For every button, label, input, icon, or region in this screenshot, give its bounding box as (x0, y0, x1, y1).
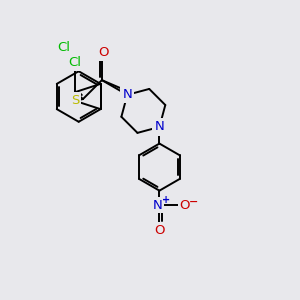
Text: −: − (189, 197, 198, 207)
Text: N: N (153, 199, 163, 212)
Text: Cl: Cl (69, 56, 82, 69)
Text: S: S (71, 94, 79, 107)
Text: N: N (154, 121, 164, 134)
Text: O: O (154, 224, 165, 236)
Text: O: O (98, 46, 109, 59)
Text: Cl: Cl (57, 41, 70, 54)
Text: +: + (162, 195, 170, 205)
Text: O: O (179, 199, 190, 212)
Text: N: N (122, 88, 132, 101)
